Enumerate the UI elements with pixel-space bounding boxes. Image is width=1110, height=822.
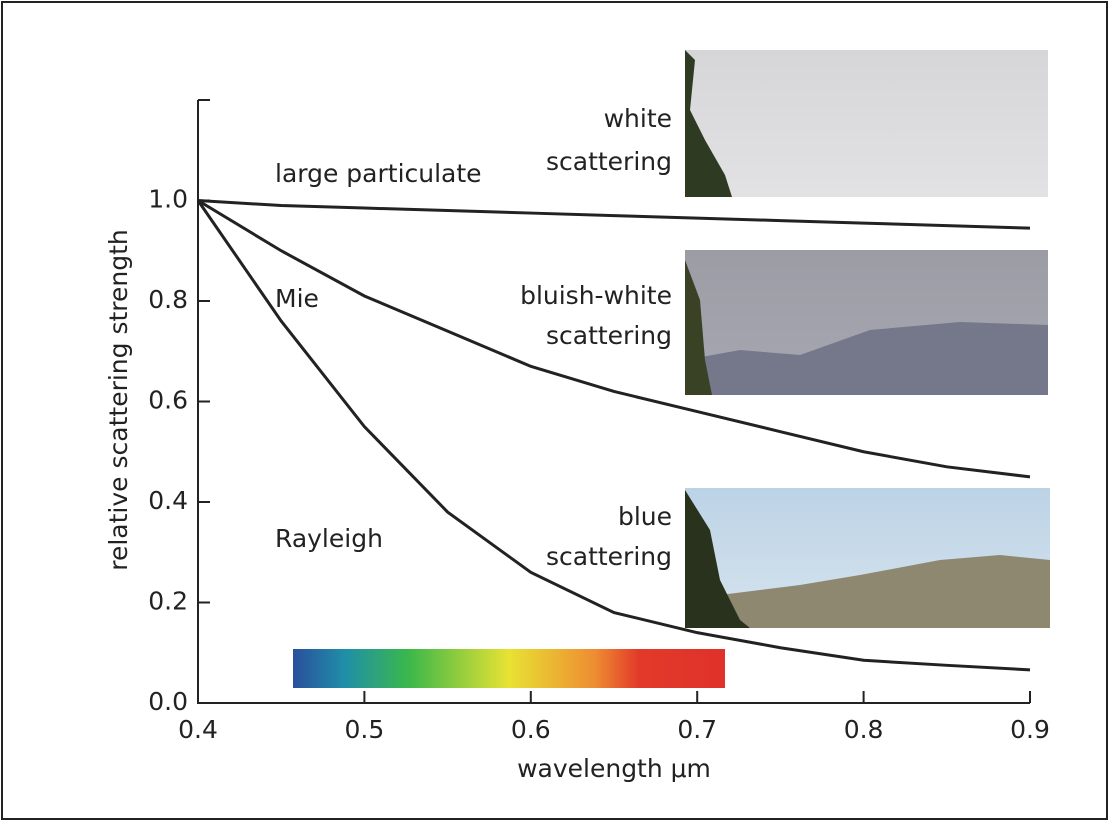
photo-label: scattering — [546, 542, 672, 571]
series-line — [197, 199, 1031, 479]
x-tick-label: 0.5 — [345, 715, 385, 744]
photo-blue — [685, 488, 1050, 628]
photo-label: bluish-white — [520, 281, 672, 310]
x-axis-label: wavelength μm — [517, 754, 711, 783]
x-tick-label: 0.4 — [178, 715, 218, 744]
photo-white — [685, 50, 1048, 197]
spectrum-bar — [293, 649, 725, 688]
series-label: large particulate — [275, 159, 482, 188]
y-tick-label: 0.6 — [148, 386, 188, 415]
y-tick-label: 1.0 — [148, 185, 188, 214]
y-tick-label: 0.4 — [148, 486, 188, 515]
series-label: Mie — [275, 284, 319, 313]
photo-label: blue — [618, 502, 672, 531]
photo-label: scattering — [546, 321, 672, 350]
series-label: Rayleigh — [275, 524, 383, 553]
y-tick-label: 0.2 — [148, 587, 188, 616]
series-line — [197, 199, 1031, 230]
y-axis-label: relative scattering strength — [104, 229, 133, 571]
x-tick-label: 0.6 — [511, 715, 551, 744]
y-tick-label: 0.8 — [148, 285, 188, 314]
photo-label: scattering — [546, 147, 672, 176]
x-tick-label: 0.9 — [1010, 715, 1050, 744]
y-tick-label: 0.0 — [148, 687, 188, 716]
photo-bluish-white — [685, 250, 1048, 395]
series-line — [196, 199, 1031, 672]
x-tick-label: 0.8 — [844, 715, 884, 744]
x-tick-label: 0.7 — [677, 715, 717, 744]
photo-label: white — [604, 104, 672, 133]
